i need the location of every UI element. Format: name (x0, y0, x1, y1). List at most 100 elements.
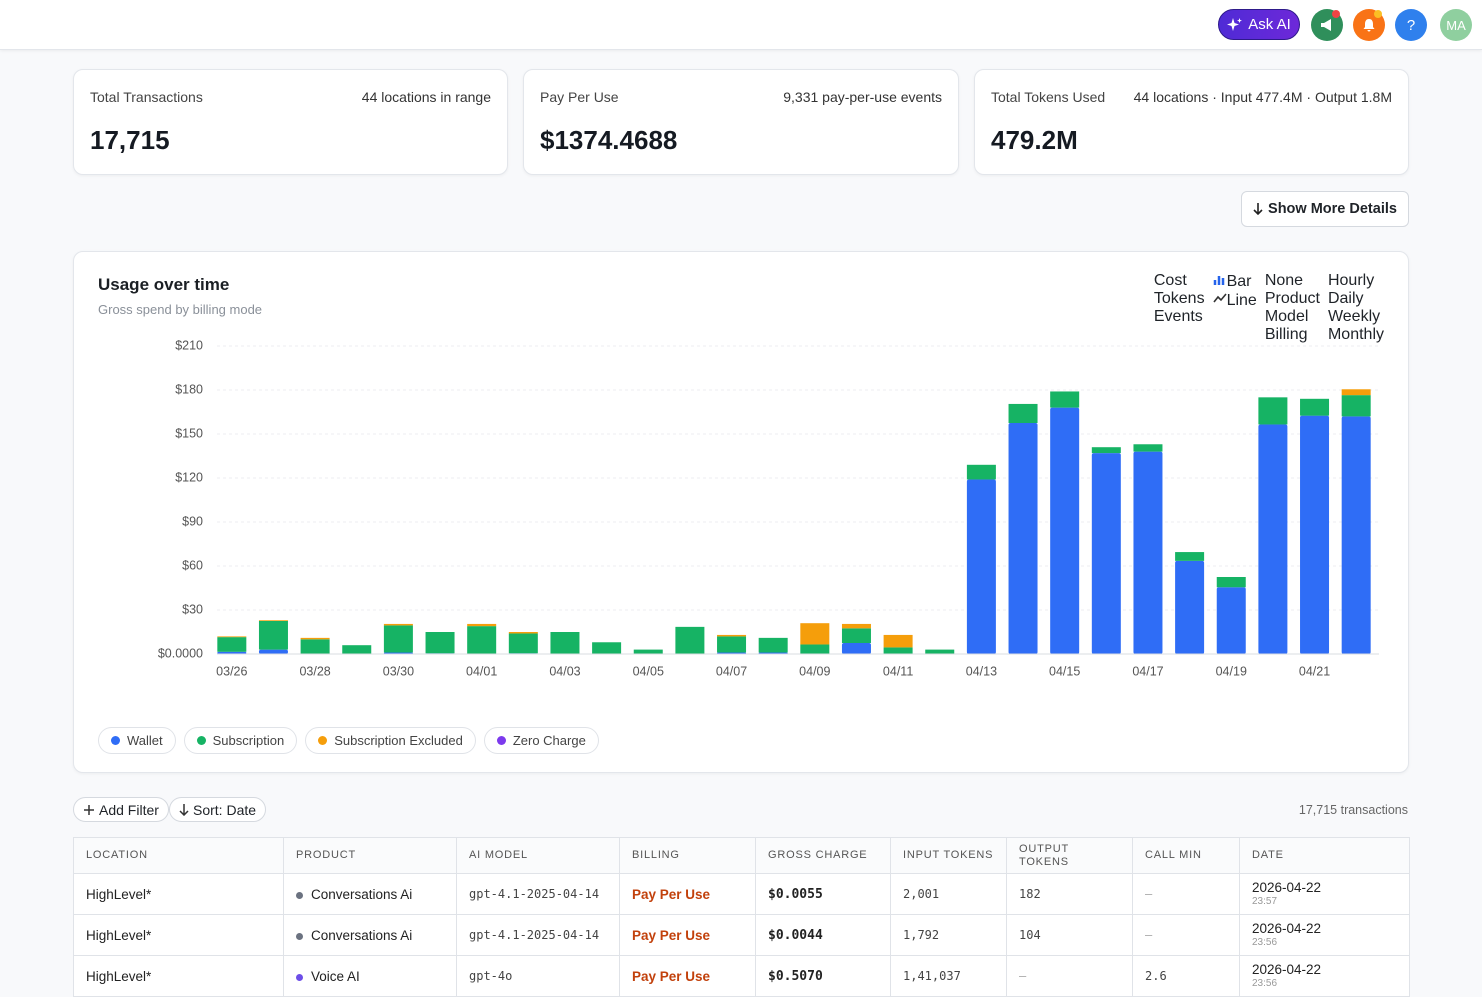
toggle-label: Cost (1153, 272, 1187, 289)
sort-button[interactable]: Sort: Date (169, 797, 267, 822)
stat-label: Total Tokens Used (991, 89, 1106, 105)
table-cell: $0.0055 (755, 873, 891, 915)
help-button[interactable]: ? (1395, 9, 1427, 41)
toggle-label: Monthly (1327, 326, 1384, 343)
toggle-label: Product (1264, 290, 1320, 307)
cell-text: HighLevel* (86, 927, 152, 943)
y-tick-label: $90 (182, 514, 203, 528)
bar-segment (1258, 397, 1288, 425)
x-tick-label: 04/13 (966, 664, 997, 678)
toggle-button[interactable]: Bar (1213, 272, 1257, 291)
avatar[interactable]: MA (1440, 9, 1472, 41)
toggle-button[interactable]: Cost (1154, 272, 1205, 290)
cell-text: — (1019, 969, 1027, 983)
toggle-button[interactable]: Model (1265, 308, 1320, 326)
bar-segment (883, 647, 913, 654)
table-cell: 2026-04-22 23:57 (1239, 873, 1410, 915)
toggle-button[interactable]: Billing (1265, 326, 1320, 344)
table-cell: — (1132, 873, 1240, 915)
legend-label: Subscription (212, 733, 285, 748)
bar-segment (1300, 398, 1330, 416)
toggle-button[interactable]: Tokens (1154, 290, 1205, 308)
toggle-button[interactable]: Daily (1328, 290, 1384, 308)
cell-text: $0.0044 (768, 927, 823, 943)
bar-segment (300, 639, 330, 654)
toggle-button[interactable]: Product (1265, 290, 1320, 308)
legend-item[interactable]: Wallet (98, 727, 176, 754)
cell-text: Pay Per Use (632, 886, 711, 902)
bar-segment (508, 632, 538, 634)
toggle-icon (1213, 276, 1224, 285)
add-filter-button[interactable]: Add Filter (73, 797, 169, 822)
bar-segment (717, 636, 747, 653)
table-row[interactable]: HighLevel* Voice AI gpt-4o Pay Per Use $0.50… (73, 955, 1410, 997)
badge (1374, 10, 1382, 18)
bar-segment (1133, 451, 1163, 654)
notifications-button[interactable] (1353, 9, 1385, 41)
stat-value: 17,715 (90, 125, 170, 155)
legend-item[interactable]: Subscription (183, 727, 298, 754)
toggle-button[interactable]: Weekly (1328, 308, 1384, 326)
bar-segment (1008, 423, 1038, 654)
table-cell: — (1132, 914, 1240, 956)
toggle-button[interactable]: Hourly (1328, 272, 1384, 290)
bar-segment (508, 633, 538, 654)
table-cell: gpt-4.1-2025-04-14 (456, 914, 620, 956)
chart-card: Usage over time Gross spend by billing m… (73, 251, 1409, 773)
top-bar: Ask AI ? MA (0, 0, 1482, 50)
chart-title: Usage over time (98, 275, 230, 294)
toggle-label: None (1264, 272, 1304, 289)
bar-segment (966, 479, 996, 654)
table-cell: HighLevel* (73, 873, 284, 915)
bar-segment (758, 637, 788, 653)
table-cell: $0.0044 (755, 914, 891, 956)
legend-swatch (496, 736, 506, 745)
bar-segment (1008, 403, 1038, 423)
cell-text: 2,001 (903, 887, 940, 901)
legend-item[interactable]: Subscription Excluded (305, 727, 476, 754)
table-cell: Pay Per Use (619, 873, 756, 915)
table-row[interactable]: HighLevel* Conversations Ai gpt-4.1-2025-0… (73, 873, 1410, 915)
badge (1332, 10, 1340, 18)
announcements-button[interactable] (1311, 9, 1343, 41)
x-tick-label: 04/19 (1216, 664, 1247, 678)
avatar-initials: MA (1446, 17, 1466, 33)
column-header: OUTPUT TOKENS (1006, 837, 1133, 874)
stat-label: Pay Per Use (540, 89, 619, 105)
show-more-button[interactable]: Show More Details (1241, 191, 1409, 227)
x-tick-label: 04/17 (1132, 664, 1163, 678)
toggle-label: Billing (1264, 326, 1308, 343)
toggle-button[interactable]: Monthly (1328, 326, 1384, 344)
stat-meta: 9,331 pay-per-use events (783, 89, 942, 105)
chart-subtitle: Gross spend by billing mode (98, 302, 263, 317)
bar-segment (966, 464, 996, 480)
legend-item[interactable]: Zero Charge (483, 727, 599, 754)
toggle-button[interactable]: Line (1212, 291, 1257, 310)
ask-ai-button[interactable]: Ask AI (1218, 9, 1300, 40)
table-row[interactable]: HighLevel* Conversations Ai gpt-4.1-2025-0… (73, 914, 1410, 956)
toggle-label: Hourly (1327, 272, 1375, 289)
plus-icon (84, 804, 94, 815)
bar-segment (383, 625, 413, 653)
bar-segment (1175, 560, 1205, 654)
cell-text: Conversations Ai (311, 927, 413, 943)
toggle-label: Line (1226, 292, 1257, 309)
legend-label: Wallet (127, 733, 163, 748)
toggle-label: Daily (1327, 290, 1364, 307)
table-cell: Pay Per Use (619, 914, 756, 956)
column-header: GROSS CHARGE (755, 837, 891, 874)
help-label: ? (1406, 16, 1416, 34)
bar-segment (300, 637, 330, 640)
bar-segment (1216, 587, 1246, 654)
add-filter-label: Add Filter (99, 801, 159, 818)
toggle-group: Hourly Daily Weekly Monthly (1328, 272, 1384, 344)
toggle-button[interactable]: None (1265, 272, 1320, 290)
date-text: 2026-04-22 (1252, 961, 1322, 977)
column-header: AI MODEL (456, 837, 620, 874)
cell-text: 1,792 (903, 928, 940, 942)
stat-card: Total Transactions 44 locations in range… (73, 69, 508, 175)
toggle-button[interactable]: Events (1154, 308, 1205, 326)
stat-meta: 44 locations in range (361, 89, 491, 105)
ask-ai-label: Ask AI (1248, 16, 1291, 33)
bell-icon (1363, 19, 1375, 32)
